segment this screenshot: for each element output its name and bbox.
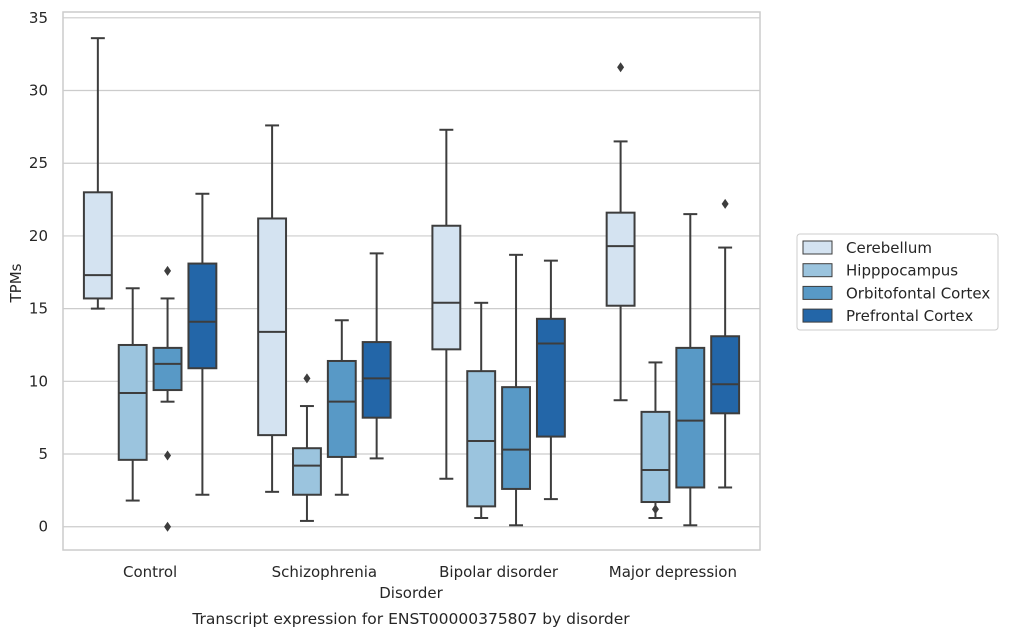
y-tick-label: 0 [38,518,48,536]
y-tick-label: 30 [29,82,48,100]
box-body [152,346,183,392]
box-body [501,386,531,490]
box-body [710,335,741,415]
box-cerebellum-3 [431,128,462,480]
y-axis-label: TPMs [7,263,25,303]
box-prefrontal-cortex-2 [361,252,392,460]
boxes [82,37,741,532]
box-hipppocampus-4 [640,361,671,520]
box-body [292,447,322,496]
x-tick-label: Major depression [609,563,737,581]
box-body [431,224,462,351]
legend-swatch [802,285,833,300]
box-cerebellum-1 [82,37,113,310]
box-body [675,346,706,489]
legend-label: Cerebellum [846,239,932,257]
legend: Cerebellum Hipppocampus Orbitofontal Corte… [796,233,999,331]
legend-frame [796,233,999,331]
outlier-point [164,521,172,532]
box-prefrontal-cortex-1 [187,192,218,496]
box-body [82,191,113,300]
box-orbitofontal-cortex-3 [501,253,531,527]
outlier-point [721,198,729,209]
box-cerebellum-2 [257,124,288,493]
box-body [535,317,566,438]
box-hipppocampus-1 [117,287,148,502]
x-tick-label: Schizophrenia [272,563,377,581]
legend-label: Hipppocampus [846,262,958,280]
y-tick-label: 5 [38,445,48,463]
box-orbitofontal-cortex-1 [152,265,183,532]
box-prefrontal-cortex-3 [535,259,566,501]
y-tick-label: 25 [29,154,48,172]
box-hipppocampus-3 [466,301,497,520]
chart-caption: Transcript expression for ENST0000037580… [191,610,630,628]
legend-swatch [802,308,833,323]
box-body [257,217,288,437]
legend-swatch [802,263,833,278]
legend-label: Orbitofontal Cortex [846,284,990,302]
outlier-point [651,504,659,515]
legend-swatch [802,240,833,255]
box-body [466,370,497,508]
outlier-point [617,62,625,73]
box-body [326,359,357,458]
y-axis-ticks: 0 5 10 15 20 25 30 35 [29,9,48,536]
box-body [640,410,671,504]
box-hipppocampus-2 [292,373,322,522]
box-body [187,262,218,370]
box-prefrontal-cortex-4 [710,198,741,489]
y-tick-label: 20 [29,227,48,245]
outlier-point [303,373,311,384]
outlier-point [164,265,172,276]
box-body [361,341,392,419]
x-tick-label: Control [123,563,177,581]
x-tick-label: Bipolar disorder [439,563,559,581]
x-axis-label: Disorder [379,584,443,602]
y-tick-label: 35 [29,9,48,27]
y-tick-label: 10 [29,372,48,390]
box-orbitofontal-cortex-4 [675,213,706,527]
plot-border [62,11,761,551]
box-body [117,343,148,461]
x-axis-ticks: Control Schizophrenia Bipolar disorder Majo… [123,563,737,581]
y-tick-label: 15 [29,300,48,318]
outlier-point [164,450,172,461]
box-body [605,211,636,307]
box-cerebellum-4 [605,62,636,402]
box-orbitofontal-cortex-2 [326,319,357,496]
legend-label: Prefrontal Cortex [846,307,973,325]
